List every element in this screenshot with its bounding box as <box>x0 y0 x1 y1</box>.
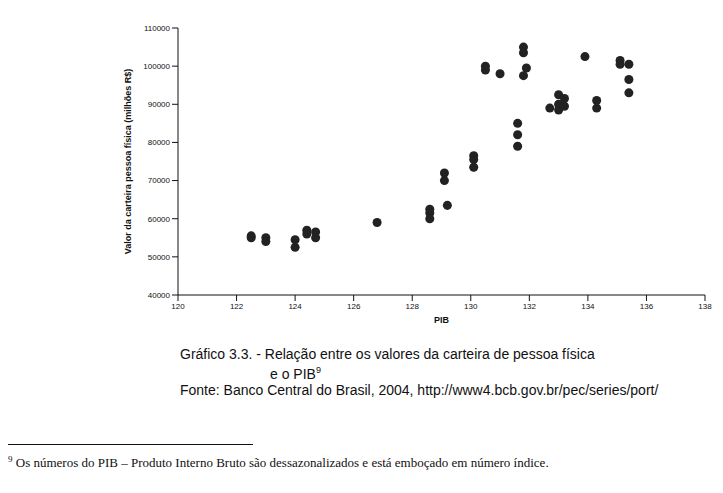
svg-text:100000: 100000 <box>143 62 170 71</box>
svg-text:128: 128 <box>406 302 420 311</box>
svg-text:70000: 70000 <box>148 176 171 185</box>
html-text:e o PIB9: e o PIB9 <box>270 365 321 382</box>
svg-text:90000: 90000 <box>148 100 171 109</box>
svg-text:126: 126 <box>347 302 361 311</box>
svg-text:124: 124 <box>288 302 302 311</box>
svg-text:120: 120 <box>171 302 185 311</box>
svg-text:60000: 60000 <box>148 215 171 224</box>
svg-text:40000: 40000 <box>148 291 171 300</box>
html-text:Gráfico 3.3. - Relação entre o: Gráfico 3.3. - Relação entre os valores … <box>180 346 595 362</box>
svg-text:PIB: PIB <box>434 315 450 325</box>
svg-text:138: 138 <box>698 302 712 311</box>
svg-text:Valor da carteira pessoa físic: Valor da carteira pessoa física (milhões… <box>123 69 133 255</box>
svg-text:130: 130 <box>464 302 478 311</box>
svg-text:136: 136 <box>640 302 654 311</box>
svg-text:132: 132 <box>523 302 537 311</box>
svg-text:134: 134 <box>581 302 595 311</box>
svg-text:110000: 110000 <box>144 24 171 33</box>
svg-text:50000: 50000 <box>148 253 171 262</box>
html-text:9Os números do PIB – Produto I: 9Os números do PIB – Produto Interno Bru… <box>8 454 549 471</box>
svg-text:122: 122 <box>230 302 244 311</box>
svg-text:80000: 80000 <box>148 138 171 147</box>
html-text:Fonte: Banco Central do Brasil: Fonte: Banco Central do Brasil, 2004, ht… <box>180 381 659 398</box>
